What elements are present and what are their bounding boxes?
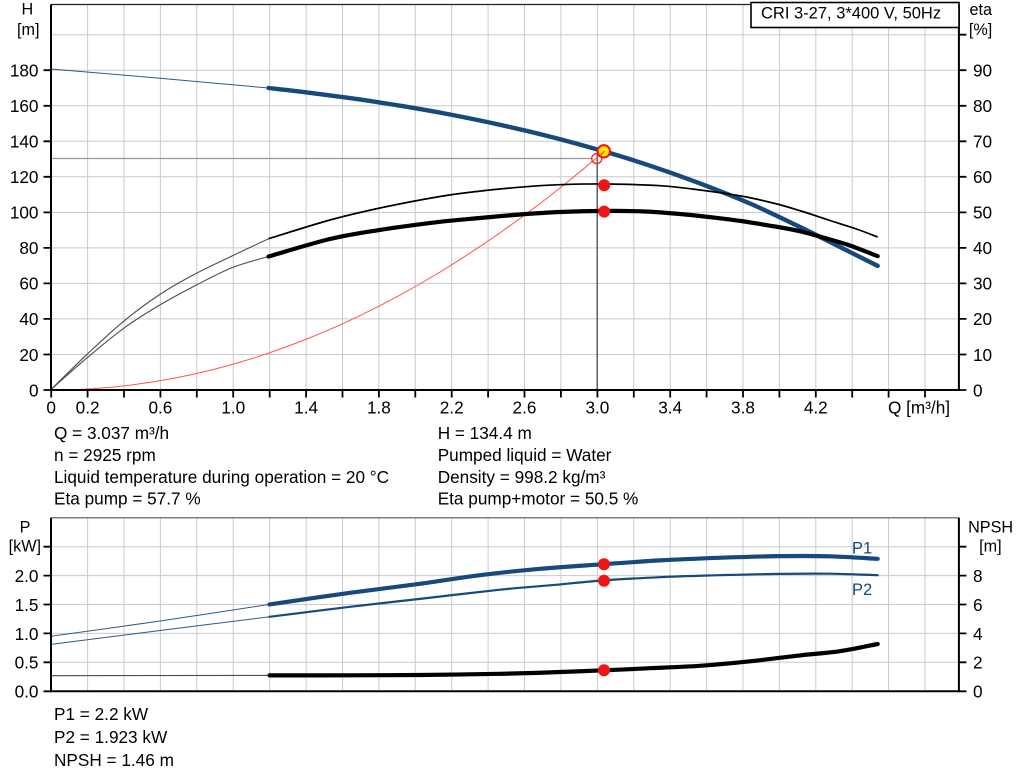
svg-text:180: 180 (10, 61, 39, 81)
svg-text:0.6: 0.6 (148, 397, 172, 417)
svg-text:1.0: 1.0 (221, 397, 245, 417)
svg-text:P2: P2 (852, 581, 872, 599)
svg-text:3.4: 3.4 (658, 397, 682, 417)
svg-text:70: 70 (973, 132, 992, 152)
svg-text:0: 0 (46, 397, 56, 417)
svg-text:[m]: [m] (17, 21, 39, 39)
svg-text:3.0: 3.0 (585, 397, 609, 417)
svg-text:2.0: 2.0 (15, 566, 39, 586)
svg-text:Eta pump+motor = 50.5 %: Eta pump+motor = 50.5 % (438, 489, 639, 509)
svg-text:2.2: 2.2 (440, 397, 464, 417)
svg-text:50: 50 (973, 203, 992, 223)
svg-text:0: 0 (973, 682, 983, 702)
svg-text:0.0: 0.0 (15, 682, 39, 702)
svg-text:90: 90 (973, 61, 992, 81)
svg-text:1.5: 1.5 (15, 595, 39, 615)
svg-text:140: 140 (10, 132, 39, 152)
svg-text:4.2: 4.2 (804, 397, 828, 417)
svg-text:60: 60 (973, 167, 992, 187)
svg-text:P1 = 2.2 kW: P1 = 2.2 kW (54, 704, 149, 724)
svg-text:100: 100 (10, 203, 39, 223)
svg-text:60: 60 (19, 274, 38, 294)
svg-text:80: 80 (19, 238, 38, 258)
svg-text:80: 80 (973, 96, 992, 116)
svg-text:Density = 998.2 kg/m³: Density = 998.2 kg/m³ (438, 467, 606, 487)
svg-text:H: H (21, 1, 33, 19)
svg-text:0.5: 0.5 (15, 653, 39, 673)
svg-text:40: 40 (973, 238, 992, 258)
svg-text:6: 6 (973, 595, 983, 615)
svg-text:[%]: [%] (969, 21, 992, 39)
svg-text:0.2: 0.2 (76, 397, 100, 417)
svg-text:20: 20 (973, 309, 992, 329)
svg-text:P: P (20, 519, 31, 537)
svg-text:20: 20 (19, 345, 38, 365)
svg-text:0: 0 (29, 380, 39, 400)
svg-text:1.0: 1.0 (15, 624, 39, 644)
svg-text:eta: eta (970, 1, 993, 19)
svg-text:P1: P1 (852, 540, 872, 558)
svg-text:Liquid temperature during oper: Liquid temperature during operation = 20… (54, 467, 389, 487)
svg-text:8: 8 (973, 566, 983, 586)
svg-text:30: 30 (973, 274, 992, 294)
svg-text:1.8: 1.8 (367, 397, 391, 417)
svg-text:n = 2925 rpm: n = 2925 rpm (54, 445, 156, 465)
svg-text:CRI 3-27, 3*400 V, 50Hz: CRI 3-27, 3*400 V, 50Hz (761, 5, 941, 23)
svg-text:NPSH = 1.46 m: NPSH = 1.46 m (54, 750, 174, 770)
svg-text:2: 2 (973, 653, 983, 673)
svg-text:Pumped liquid = Water: Pumped liquid = Water (438, 445, 612, 465)
svg-text:NPSH: NPSH (968, 519, 1013, 537)
svg-text:3.8: 3.8 (731, 397, 755, 417)
svg-text:[m]: [m] (979, 538, 1001, 556)
svg-text:40: 40 (19, 309, 38, 329)
svg-text:H = 134.4 m: H = 134.4 m (438, 423, 532, 443)
svg-text:Q = 3.037 m³/h: Q = 3.037 m³/h (54, 423, 169, 443)
svg-text:Q [m³/h]: Q [m³/h] (888, 397, 950, 417)
svg-text:2.6: 2.6 (513, 397, 537, 417)
svg-text:0: 0 (973, 380, 983, 400)
svg-text:Eta pump = 57.7 %: Eta pump = 57.7 % (54, 489, 201, 509)
svg-text:1.4: 1.4 (294, 397, 318, 417)
svg-text:160: 160 (10, 96, 39, 116)
svg-text:P2 = 1.923 kW: P2 = 1.923 kW (54, 727, 168, 747)
svg-text:10: 10 (973, 345, 992, 365)
svg-text:120: 120 (10, 167, 39, 187)
svg-text:[kW]: [kW] (9, 538, 41, 556)
svg-text:4: 4 (973, 624, 983, 644)
